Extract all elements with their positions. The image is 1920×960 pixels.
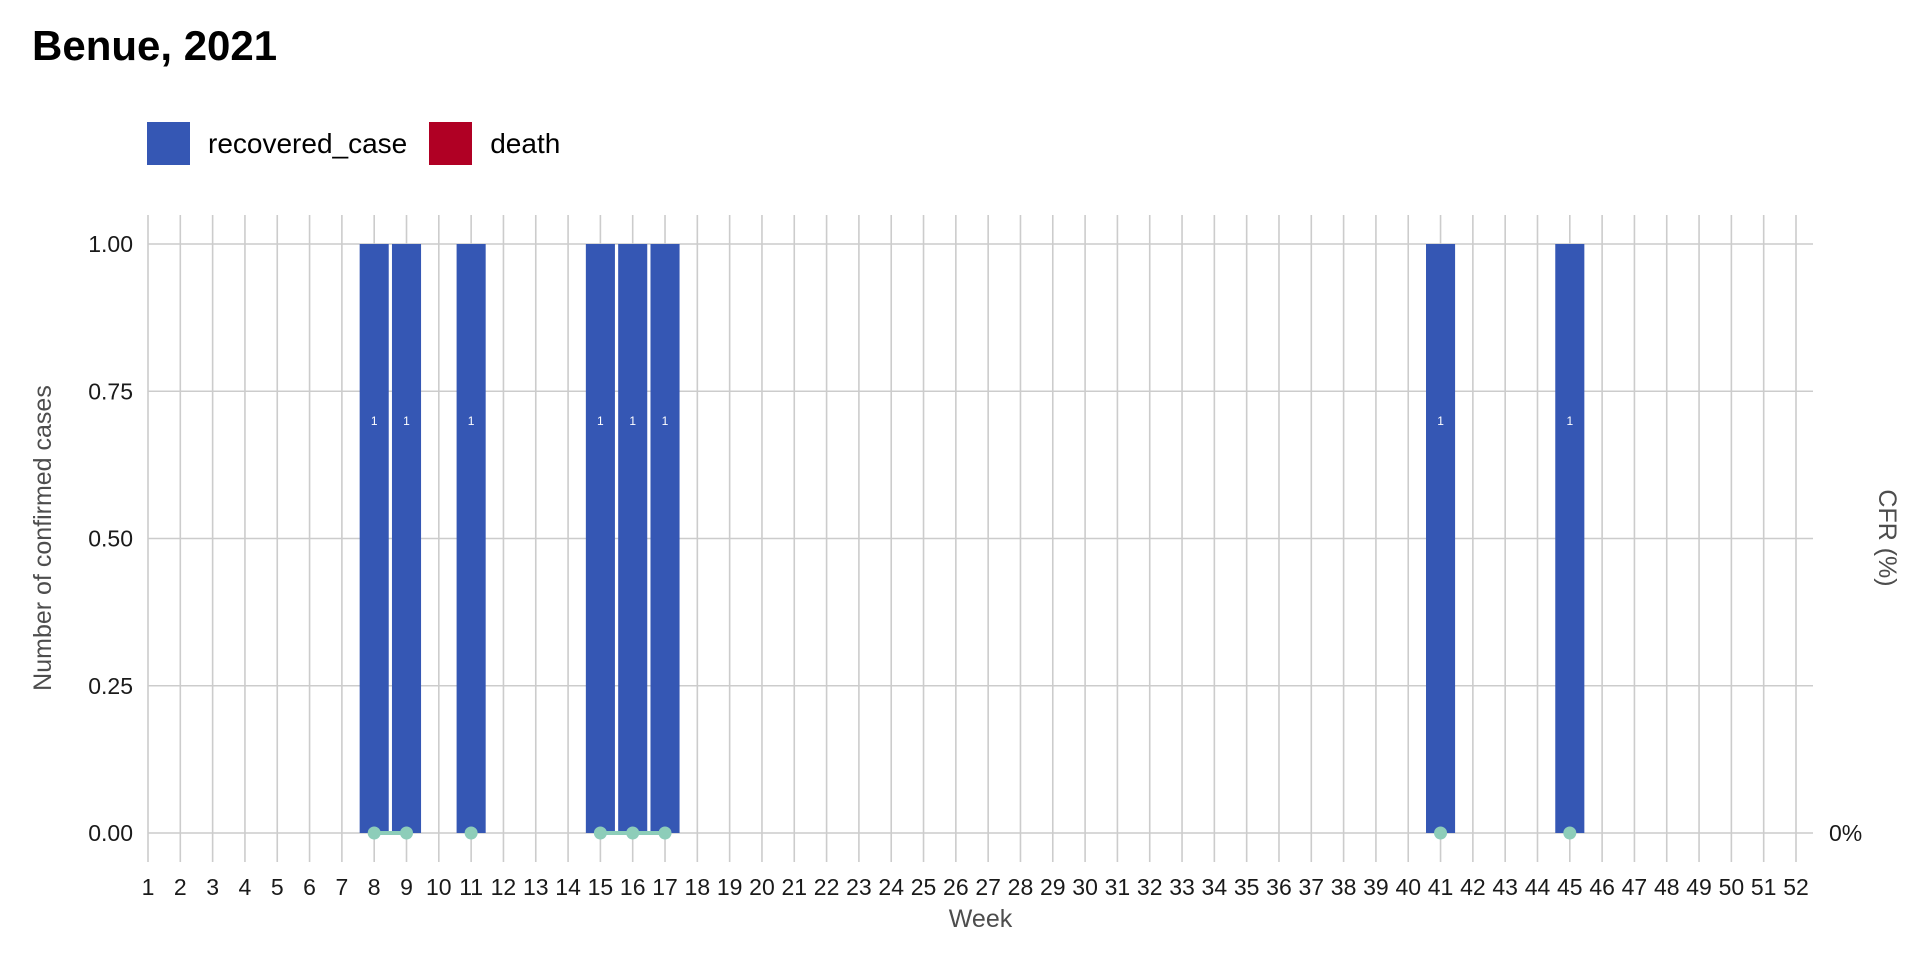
- cfr-line: [367, 826, 1577, 840]
- bar-label-week-16: 1: [629, 414, 636, 428]
- x-tick-label: 9: [400, 874, 413, 900]
- cfr-point-week-11: [464, 826, 478, 840]
- x-tick-label: 28: [1008, 874, 1034, 900]
- x-tick-label: 20: [749, 874, 775, 900]
- x-tick-label: 10: [426, 874, 452, 900]
- legend-label-death: death: [490, 127, 561, 159]
- x-tick-label: 18: [685, 874, 711, 900]
- x-tick-label: 14: [555, 874, 581, 900]
- y-axis-ticks: 0.00 0.25 0.50 0.75 1.00 0%: [88, 231, 1862, 846]
- x-tick-label: 27: [975, 874, 1001, 900]
- x-tick-label: 11: [459, 874, 483, 900]
- bar-label-week-45: 1: [1566, 414, 1573, 428]
- x-tick-label: 17: [652, 874, 678, 900]
- x-tick-label: 41: [1428, 874, 1454, 900]
- x-tick-label: 30: [1072, 874, 1098, 900]
- y-tick-label: 0.50: [88, 526, 133, 552]
- bar-recovered_case-week-11: [456, 244, 486, 833]
- x-tick-label: 5: [271, 874, 284, 900]
- x-tick-label: 43: [1492, 874, 1518, 900]
- x-tick-label: 2: [174, 874, 187, 900]
- bar-recovered_case-week-9: [391, 244, 422, 833]
- bars: [359, 244, 1585, 833]
- x-tick-label: 35: [1234, 874, 1260, 900]
- x-tick-label: 13: [523, 874, 549, 900]
- y-tick-label: 0.25: [88, 673, 133, 699]
- y-axis-title: Number of confirmed cases: [29, 385, 57, 691]
- cfr-point-week-9: [400, 826, 414, 840]
- legend-label-recovered: recovered_case: [208, 127, 408, 159]
- y-tick-label: 1.00: [88, 231, 133, 257]
- x-tick-label: 1: [142, 874, 155, 900]
- bar-label-week-41: 1: [1437, 414, 1444, 428]
- bar-recovered_case-week-41: [1426, 244, 1456, 833]
- x-tick-label: 8: [368, 874, 381, 900]
- x-tick-label: 50: [1719, 874, 1745, 900]
- x-tick-label: 12: [491, 874, 517, 900]
- cfr-point-week-16: [626, 826, 640, 840]
- x-tick-label: 3: [206, 874, 219, 900]
- x-tick-label: 22: [814, 874, 840, 900]
- x-tick-label: 25: [911, 874, 937, 900]
- x-tick-label: 33: [1169, 874, 1195, 900]
- x-tick-label: 6: [303, 874, 316, 900]
- x-tick-label: 47: [1622, 874, 1648, 900]
- x-tick-label: 31: [1105, 874, 1131, 900]
- y2-axis-title: CFR (%): [1873, 489, 1901, 586]
- x-tick-label: 16: [620, 874, 646, 900]
- cfr-point-week-45: [1563, 826, 1577, 840]
- bar-recovered_case-week-15: [585, 244, 615, 833]
- x-tick-label: 45: [1557, 874, 1583, 900]
- legend-item-death: death: [429, 122, 560, 165]
- cfr-point-week-15: [593, 826, 607, 840]
- x-tick-label: 19: [717, 874, 743, 900]
- x-tick-label: 23: [846, 874, 872, 900]
- x-tick-label: 34: [1202, 874, 1228, 900]
- x-tick-label: 48: [1654, 874, 1680, 900]
- cfr-point-week-41: [1434, 826, 1448, 840]
- bar-label-week-9: 1: [403, 414, 410, 428]
- y-tick-label: 0.75: [88, 378, 133, 404]
- x-tick-label: 46: [1589, 874, 1615, 900]
- bar-recovered_case-week-8: [359, 244, 389, 833]
- x-tick-label: 7: [335, 874, 348, 900]
- x-tick-label: 26: [943, 874, 969, 900]
- x-axis-ticks: 1 2 3 4 5 6 7 8 9 10 11 12 13 14 15 16 17 18 19 20 21 22 23 24 2…: [142, 874, 1809, 900]
- legend: recovered_case death: [147, 122, 582, 165]
- bar-label-week-17: 1: [662, 414, 669, 428]
- x-tick-label: 51: [1751, 874, 1777, 900]
- x-tick-label: 29: [1040, 874, 1066, 900]
- x-tick-label: 15: [588, 874, 614, 900]
- bar-label-week-11: 1: [468, 414, 475, 428]
- y2-tick-label: 0%: [1829, 820, 1862, 846]
- legend-swatch-death: [429, 122, 473, 165]
- x-tick-label: 36: [1266, 874, 1292, 900]
- bar-recovered_case-week-45: [1555, 244, 1585, 833]
- x-tick-label: 32: [1137, 874, 1163, 900]
- bar-label-week-8: 1: [371, 414, 378, 428]
- chart-title: Benue, 2021: [32, 22, 278, 69]
- bar-recovered_case-week-16: [618, 244, 648, 833]
- x-tick-label: 52: [1783, 874, 1809, 900]
- x-tick-label: 44: [1525, 874, 1551, 900]
- legend-item-recovered: recovered_case: [147, 122, 407, 165]
- x-tick-label: 37: [1298, 874, 1324, 900]
- x-tick-label: 42: [1460, 874, 1486, 900]
- cfr-point-week-8: [367, 826, 381, 840]
- x-tick-label: 4: [239, 874, 252, 900]
- x-tick-label: 38: [1331, 874, 1357, 900]
- x-tick-label: 21: [781, 874, 807, 900]
- x-tick-label: 39: [1363, 874, 1389, 900]
- x-tick-label: 49: [1686, 874, 1712, 900]
- x-tick-label: 24: [878, 874, 904, 900]
- cfr-point-week-17: [658, 826, 672, 840]
- x-axis-title: Week: [949, 905, 1013, 933]
- bar-recovered_case-week-17: [650, 244, 680, 833]
- y-tick-label: 0.00: [88, 820, 133, 846]
- bar-label-week-15: 1: [597, 414, 604, 428]
- legend-swatch-recovered: [147, 122, 190, 165]
- bar-labels: 1 1 1 1 1 1 1 1: [371, 414, 1574, 428]
- x-tick-label: 40: [1395, 874, 1421, 900]
